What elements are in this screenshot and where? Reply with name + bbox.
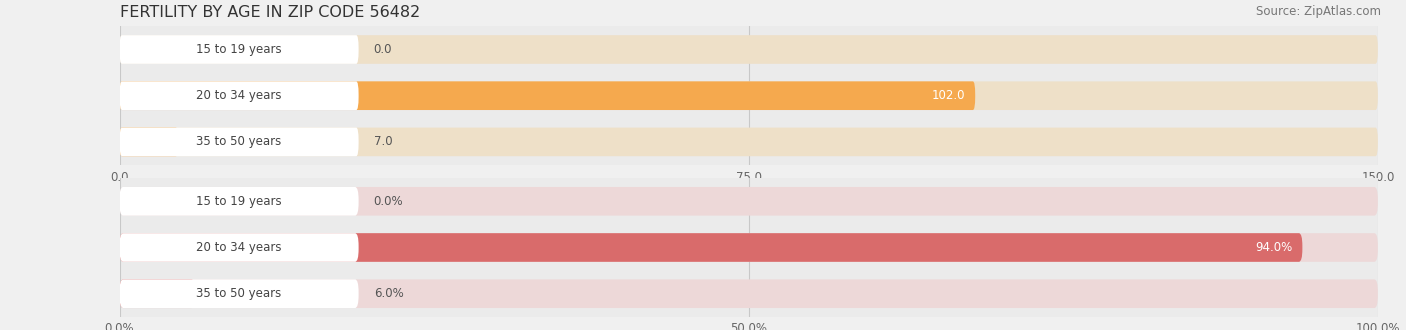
- FancyBboxPatch shape: [120, 82, 976, 110]
- FancyBboxPatch shape: [120, 233, 1378, 262]
- FancyBboxPatch shape: [120, 35, 359, 64]
- Text: 0.0: 0.0: [374, 43, 392, 56]
- FancyBboxPatch shape: [120, 233, 359, 262]
- Text: Source: ZipAtlas.com: Source: ZipAtlas.com: [1256, 5, 1381, 18]
- FancyBboxPatch shape: [120, 280, 1378, 308]
- Text: 102.0: 102.0: [932, 89, 965, 102]
- Text: 94.0%: 94.0%: [1256, 241, 1292, 254]
- Text: 0.0%: 0.0%: [374, 195, 404, 208]
- FancyBboxPatch shape: [120, 280, 359, 308]
- FancyBboxPatch shape: [120, 280, 195, 308]
- Text: 15 to 19 years: 15 to 19 years: [197, 43, 281, 56]
- FancyBboxPatch shape: [120, 128, 179, 156]
- FancyBboxPatch shape: [120, 187, 1378, 215]
- FancyBboxPatch shape: [120, 233, 1302, 262]
- FancyBboxPatch shape: [120, 35, 1378, 64]
- FancyBboxPatch shape: [120, 128, 1378, 156]
- Text: 15 to 19 years: 15 to 19 years: [197, 195, 281, 208]
- Text: 7.0: 7.0: [374, 135, 392, 148]
- Text: FERTILITY BY AGE IN ZIP CODE 56482: FERTILITY BY AGE IN ZIP CODE 56482: [120, 5, 420, 20]
- Text: 20 to 34 years: 20 to 34 years: [197, 241, 281, 254]
- Text: 35 to 50 years: 35 to 50 years: [197, 135, 281, 148]
- FancyBboxPatch shape: [120, 82, 1378, 110]
- FancyBboxPatch shape: [120, 82, 359, 110]
- FancyBboxPatch shape: [120, 187, 359, 215]
- Text: 20 to 34 years: 20 to 34 years: [197, 89, 281, 102]
- Text: 35 to 50 years: 35 to 50 years: [197, 287, 281, 300]
- FancyBboxPatch shape: [120, 128, 359, 156]
- Text: 6.0%: 6.0%: [374, 287, 404, 300]
